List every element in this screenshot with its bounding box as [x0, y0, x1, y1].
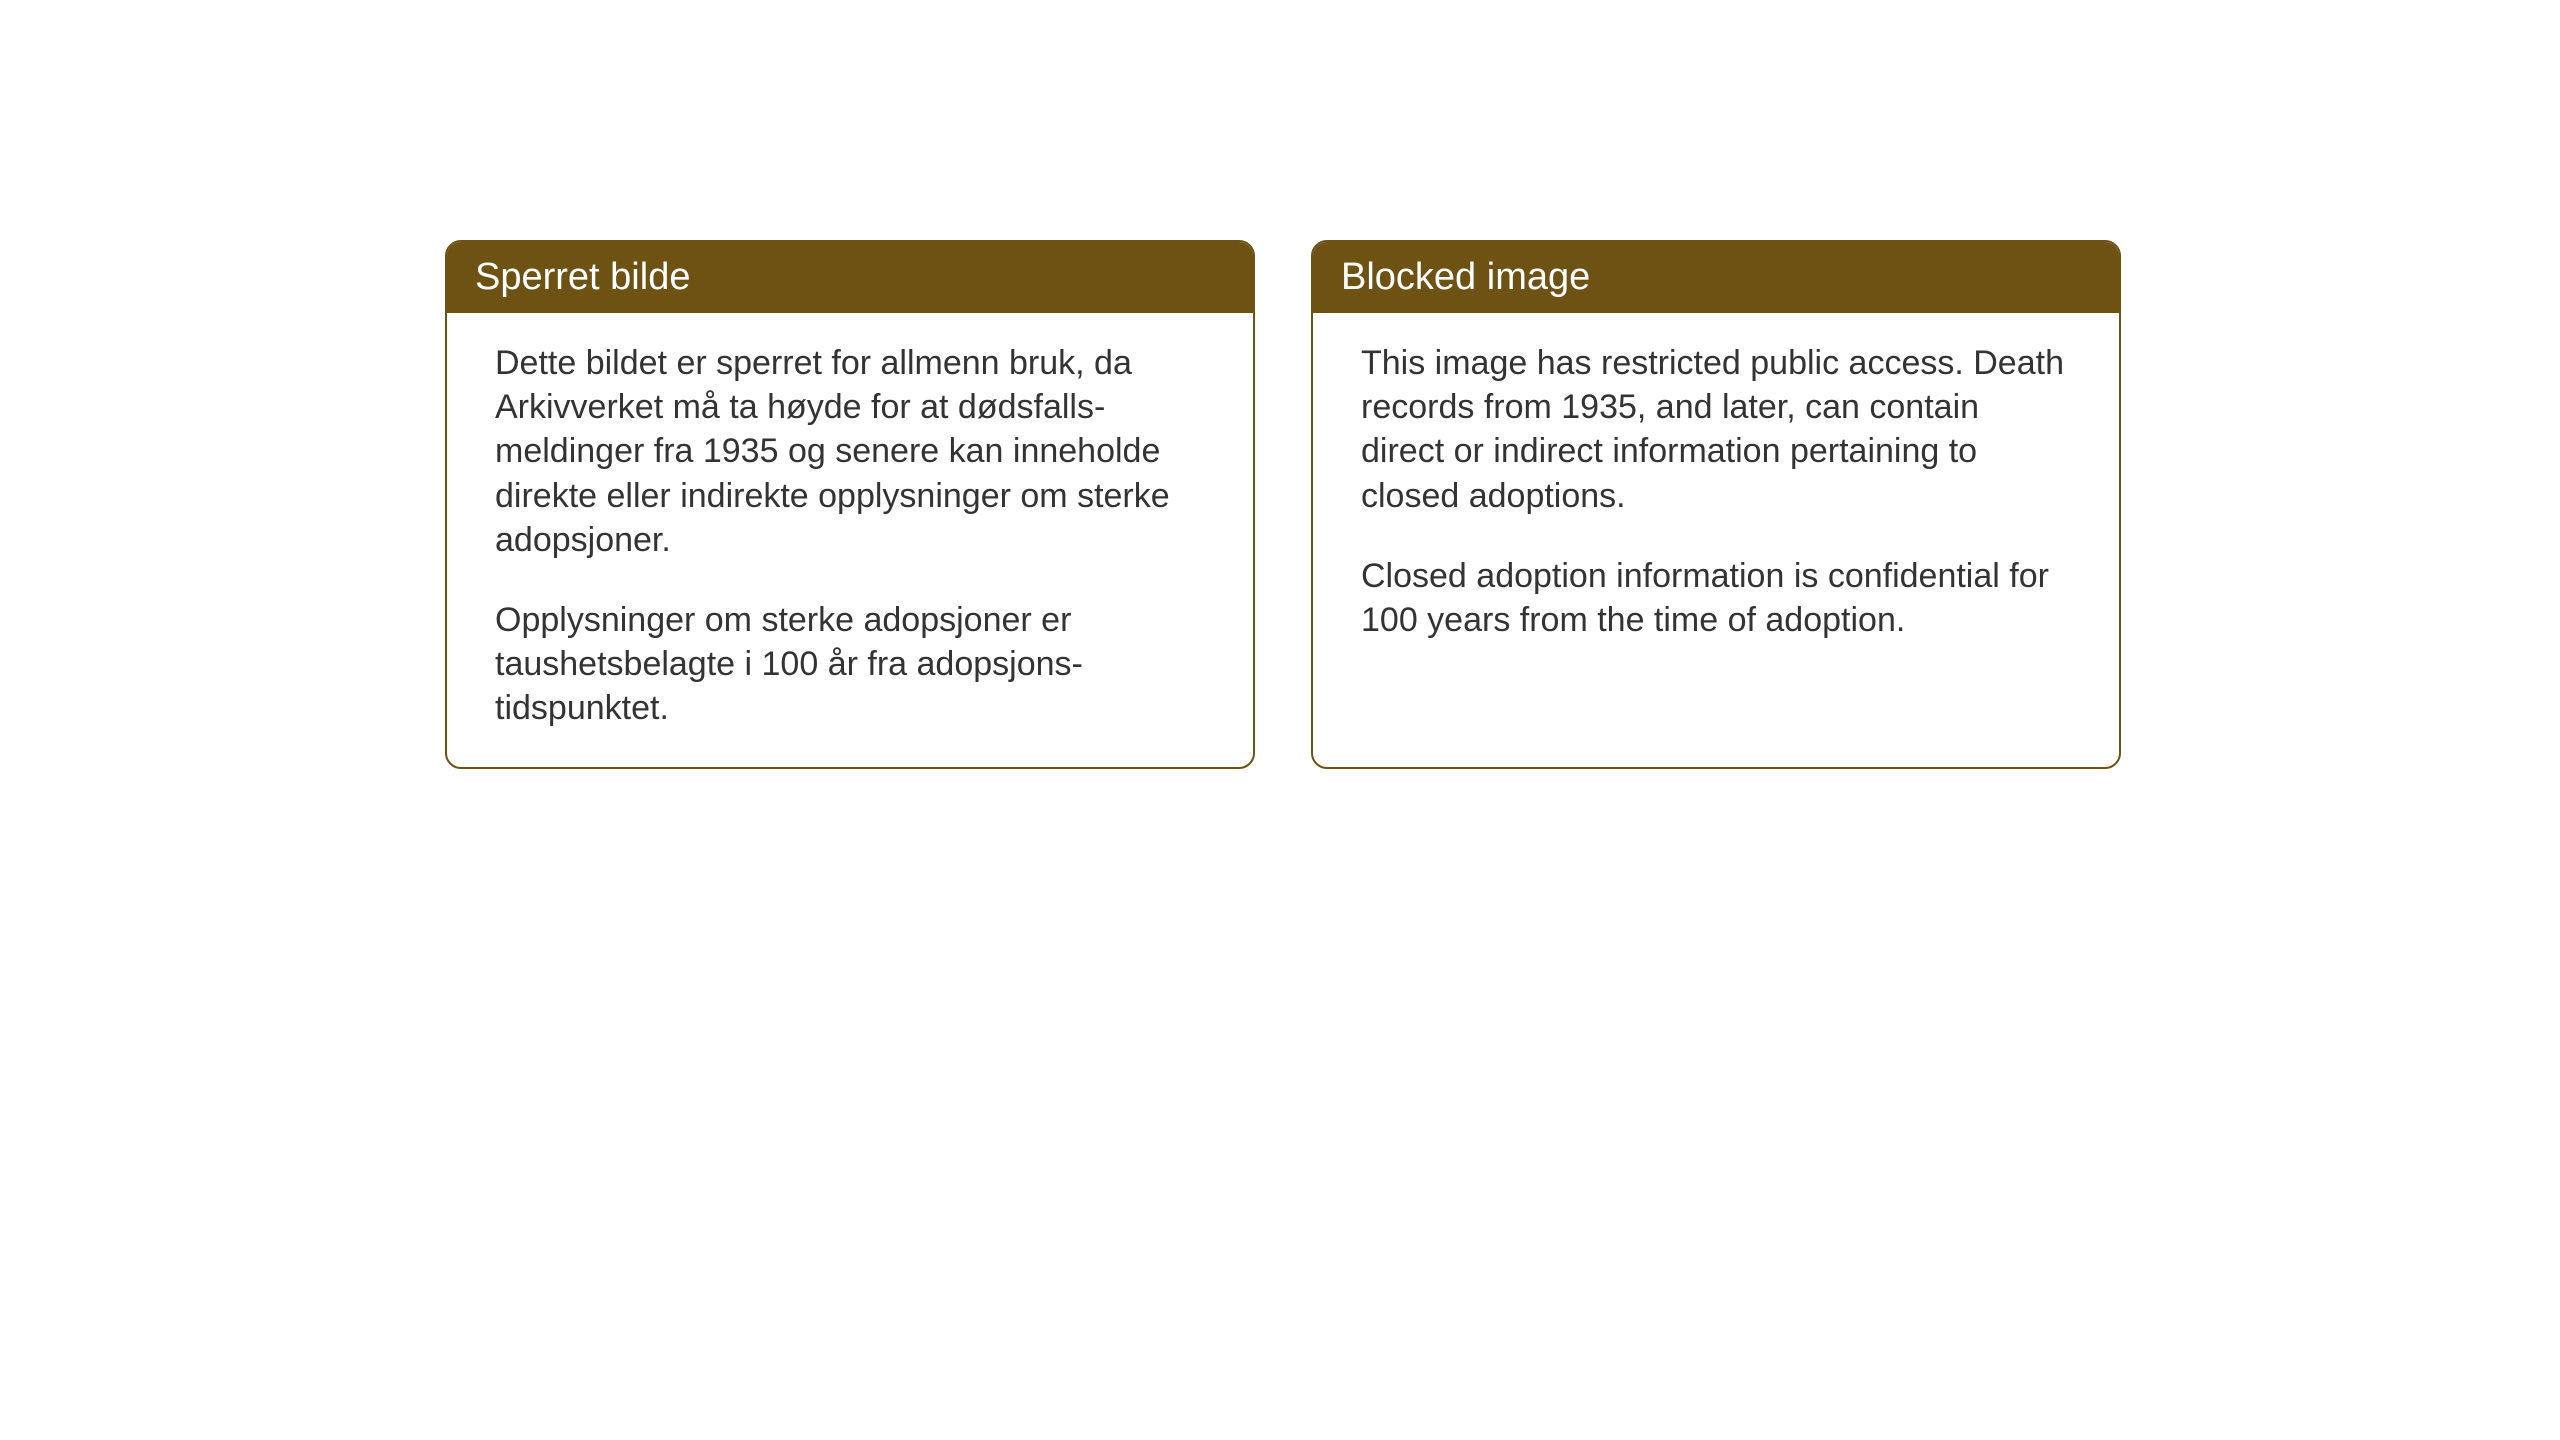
panel-body-norwegian: Dette bildet er sperret for allmenn bruk…: [447, 313, 1253, 767]
panel-header-english: Blocked image: [1313, 242, 2119, 313]
panel-paragraph-2: Opplysninger om sterke adopsjoner er tau…: [495, 598, 1205, 731]
panel-header-norwegian: Sperret bilde: [447, 242, 1253, 313]
panel-body-english: This image has restricted public access.…: [1313, 313, 2119, 678]
notice-panel-english: Blocked image This image has restricted …: [1311, 240, 2121, 769]
notice-panel-norwegian: Sperret bilde Dette bildet er sperret fo…: [445, 240, 1255, 769]
panel-paragraph-2: Closed adoption information is confident…: [1361, 554, 2071, 642]
panel-title: Sperret bilde: [475, 256, 690, 298]
panel-title: Blocked image: [1341, 256, 1590, 298]
panel-paragraph-1: This image has restricted public access.…: [1361, 341, 2071, 518]
panel-paragraph-1: Dette bildet er sperret for allmenn bruk…: [495, 341, 1205, 562]
notice-panels-container: Sperret bilde Dette bildet er sperret fo…: [445, 240, 2121, 769]
